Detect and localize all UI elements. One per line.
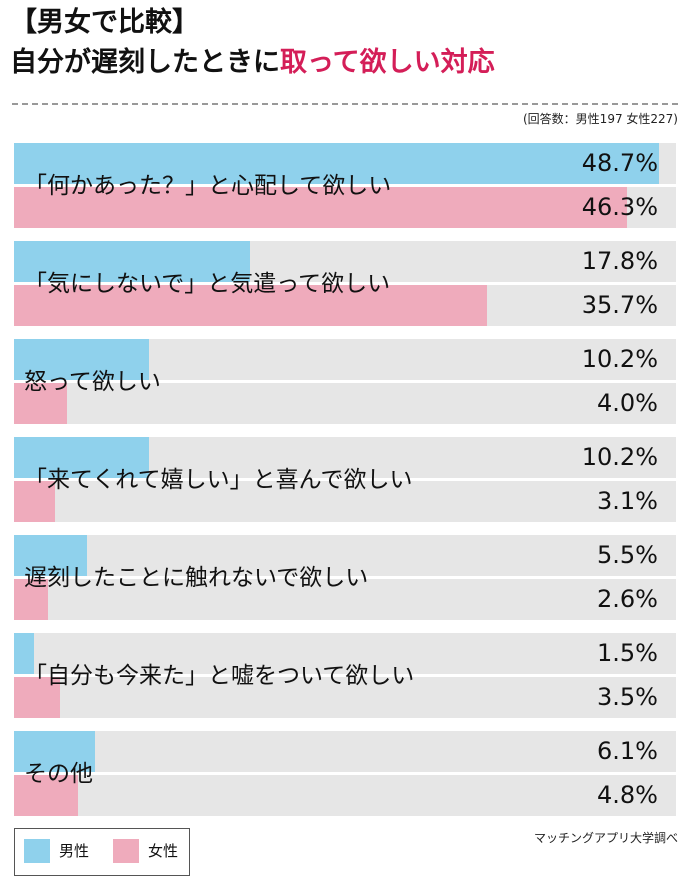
- chart-title: 【男女で比較】: [10, 7, 199, 38]
- category-label: 「自分も今来た」と嘘をついて欲しい: [24, 663, 415, 689]
- bar-row: 6.1% 4.8% その他: [14, 731, 676, 817]
- category-label: 「来てくれて嬉しい」と喜んで欲しい: [24, 467, 413, 493]
- value-label-male: 5.5%: [597, 541, 658, 569]
- bar-female: [14, 677, 60, 718]
- category-label: 「気にしないで」と気遣って欲しい: [24, 271, 391, 297]
- bar-row: 10.2% 3.1% 「来てくれて嬉しい」と喜んで欲しい: [14, 437, 676, 523]
- bar-male: [14, 437, 149, 478]
- bar-track-male: 5.5%: [14, 535, 676, 576]
- value-label-female: 35.7%: [581, 291, 658, 319]
- bar-track-female: 3.5%: [14, 677, 676, 718]
- bar-row: 17.8% 35.7% 「気にしないで」と気遣って欲しい: [14, 241, 676, 327]
- legend: 男性 女性: [14, 828, 190, 876]
- bar-male: [14, 143, 659, 184]
- legend-label-male: 男性: [59, 842, 90, 860]
- value-label-female: 46.3%: [581, 193, 658, 221]
- bar-male: [14, 633, 34, 674]
- value-label-male: 6.1%: [597, 737, 658, 765]
- category-label: 遅刻したことに触れないで欲しい: [24, 565, 369, 591]
- bar-track-female: 35.7%: [14, 285, 676, 326]
- bar-male: [14, 535, 87, 576]
- category-label: 「何かあった？」と心配して欲しい: [24, 173, 392, 199]
- bar-row: 10.2% 4.0% 怒って欲しい: [14, 339, 676, 425]
- chart-subtitle: 自分が遅刻したときに取って欲しい対応: [10, 46, 495, 80]
- subtitle-accent: 取って欲しい対応: [280, 47, 495, 78]
- bar-track-male: 10.2%: [14, 339, 676, 380]
- value-label-male: 17.8%: [581, 247, 658, 275]
- source-note: マッチングアプリ大学調べ: [533, 831, 678, 845]
- value-label-male: 10.2%: [581, 345, 658, 373]
- bar-female: [14, 775, 78, 816]
- bar-female: [14, 187, 627, 228]
- bar-track-female: 3.1%: [14, 481, 676, 522]
- value-label-female: 4.8%: [597, 781, 658, 809]
- value-label-female: 3.1%: [597, 487, 658, 515]
- bar-male: [14, 339, 149, 380]
- dashed-divider: [12, 103, 678, 105]
- bar-track-female: 4.0%: [14, 383, 676, 424]
- bar-track-male: 6.1%: [14, 731, 676, 772]
- bar-row: 1.5% 3.5% 「自分も今来た」と嘘をついて欲しい: [14, 633, 676, 719]
- bar-track-female: 46.3%: [14, 187, 676, 228]
- value-label-female: 3.5%: [597, 683, 658, 711]
- bar-track-female: 2.6%: [14, 579, 676, 620]
- subtitle-plain: 自分が遅刻したときに: [10, 47, 280, 78]
- legend-swatch-male: [24, 839, 50, 863]
- category-label: 怒って欲しい: [24, 369, 161, 395]
- respondent-note: (回答数：男性197 女性227): [523, 112, 678, 126]
- bar-female: [14, 579, 48, 620]
- bar-track-male: 48.7%: [14, 143, 676, 184]
- value-label-female: 4.0%: [597, 389, 658, 417]
- legend-swatch-female: [113, 839, 139, 863]
- legend-label-female: 女性: [148, 842, 179, 860]
- bar-male: [14, 241, 250, 282]
- bar-male: [14, 731, 95, 772]
- value-label-male: 48.7%: [581, 149, 658, 177]
- bar-track-female: 4.8%: [14, 775, 676, 816]
- bar-female: [14, 481, 55, 522]
- bar-row: 48.7% 46.3% 「何かあった？」と心配して欲しい: [14, 143, 676, 229]
- bar-track-male: 1.5%: [14, 633, 676, 674]
- bar-female: [14, 383, 67, 424]
- category-label: その他: [24, 761, 93, 787]
- bar-track-male: 17.8%: [14, 241, 676, 282]
- value-label-male: 10.2%: [581, 443, 658, 471]
- value-label-female: 2.6%: [597, 585, 658, 613]
- bar-row: 5.5% 2.6% 遅刻したことに触れないで欲しい: [14, 535, 676, 621]
- value-label-male: 1.5%: [597, 639, 658, 667]
- bar-track-male: 10.2%: [14, 437, 676, 478]
- bar-female: [14, 285, 487, 326]
